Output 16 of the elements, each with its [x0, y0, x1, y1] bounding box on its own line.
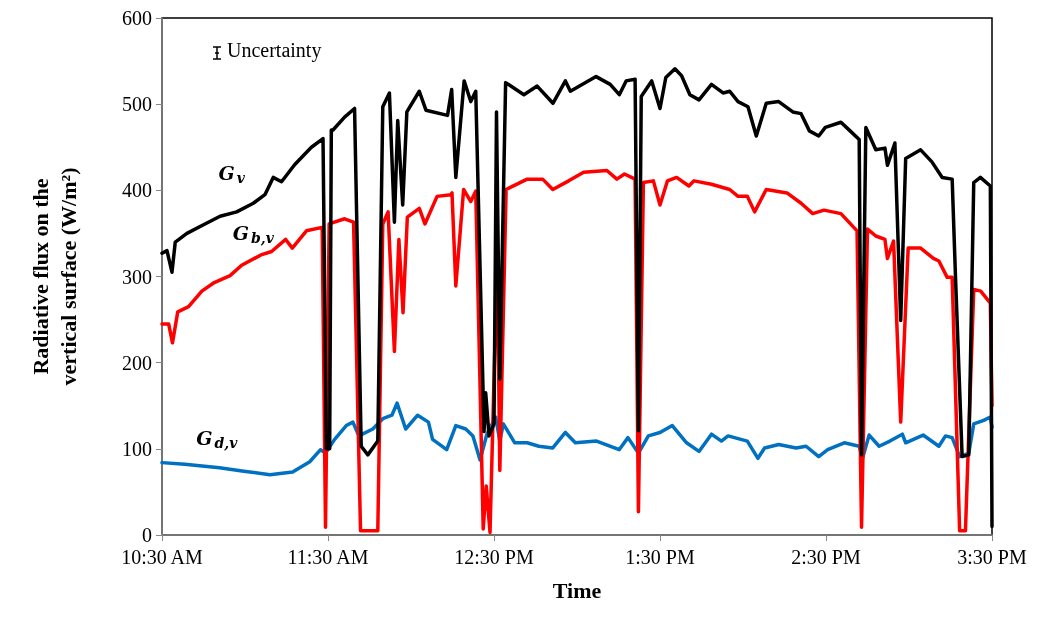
y-tick-label: 300	[122, 265, 152, 288]
x-tick-label: 10:30 AM	[121, 546, 204, 568]
x-tick-label: 12:30 PM	[454, 546, 534, 568]
y-tick-label: 200	[122, 351, 152, 374]
annotation: Uncertainty	[227, 39, 322, 62]
y-axis-title: Radiative flux on the vertical surface (W/m²)	[27, 167, 81, 386]
x-axis-title: Time	[552, 577, 602, 603]
y-tick-label: 100	[122, 437, 152, 460]
x-tick-label: 11:30 AM	[287, 546, 369, 568]
y-tick-label: 400	[122, 179, 152, 202]
x-tick-label: 1:30 PM	[625, 546, 695, 568]
y-tick-label: 600	[122, 7, 152, 29]
y-tick-label: 0	[142, 524, 152, 546]
x-tick-label: 3:30 PM	[957, 546, 1027, 568]
x-tick-label: 2:30 PM	[791, 546, 861, 568]
y-tick-label: 500	[122, 93, 152, 116]
